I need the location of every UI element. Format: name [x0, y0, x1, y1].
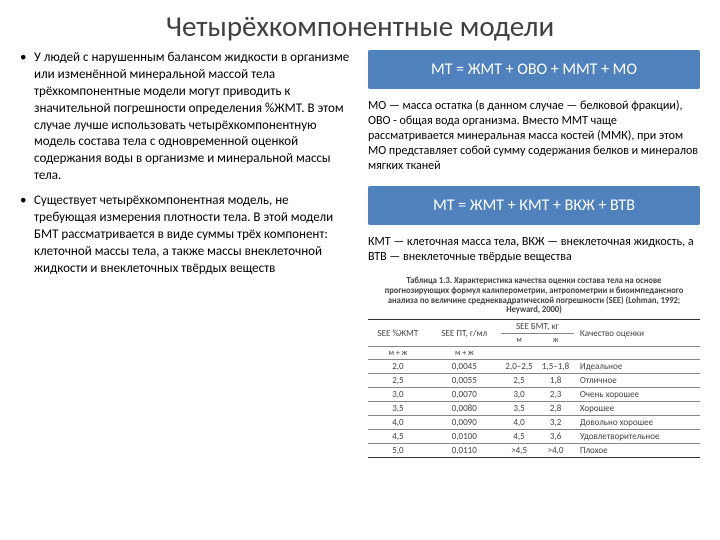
table-cell: 3,2: [537, 416, 574, 430]
table-cell: >4,0: [537, 444, 574, 458]
table-cell: 2,3: [537, 388, 574, 402]
table-cell: 1,5–1,8: [537, 360, 574, 374]
table-cell: 2,5: [501, 374, 538, 388]
table-row: 4,00,00904,03,2Довольно хорошее: [368, 416, 700, 430]
th-zh: ж: [537, 334, 574, 347]
bullet-item: У людей с нарушенным балансом жидкости в…: [34, 50, 350, 185]
table-wrap: Таблица 1.3. Характеристика качества оце…: [368, 277, 700, 458]
table-cell: 1,8: [537, 374, 574, 388]
table-cell: 3,0: [501, 388, 538, 402]
formula-desc-1: МО — масса остатка (в данном случае — бе…: [368, 99, 700, 174]
table-row: 3,00,00703,02,3Очень хорошее: [368, 388, 700, 402]
table-subhead-row-2: м + ж м + ж: [368, 347, 700, 360]
table-row: 2,00,00452,0–2,51,5–1,8Идеальное: [368, 360, 700, 374]
table-caption: Таблица 1.3. Характеристика качества оце…: [368, 277, 700, 316]
left-column: У людей с нарушенным балансом жидкости в…: [20, 50, 350, 458]
th-see-pct: SEE %ЖМТ: [368, 320, 428, 347]
table-cell: >4,5: [501, 444, 538, 458]
columns: У людей с нарушенным балансом жидкости в…: [20, 50, 700, 458]
table-cell: 0,0045: [428, 360, 501, 374]
table-cell: 4,5: [368, 430, 428, 444]
th-mpzh-2: м + ж: [428, 347, 501, 360]
table-cell: 3,5: [368, 402, 428, 416]
table-cell: 5,0: [368, 444, 428, 458]
th-m: м: [501, 334, 538, 347]
table-cell: Довольно хорошее: [574, 416, 700, 430]
table-row: 2,50,00552,51,8Отличное: [368, 374, 700, 388]
table-cell: 4,0: [501, 416, 538, 430]
table-cell: 0,0080: [428, 402, 501, 416]
table-cell: 3,6: [537, 430, 574, 444]
formula-desc-2: КМТ — клеточная масса тела, ВКЖ — внекле…: [368, 235, 700, 265]
table-cell: Плохое: [574, 444, 700, 458]
table-cell: Очень хорошее: [574, 388, 700, 402]
table-head-row: SEE %ЖМТ SEE ПТ, г/мл SEE БМТ, кг Качест…: [368, 320, 700, 334]
table-cell: 2,0–2,5: [501, 360, 538, 374]
th-see-bmt: SEE БМТ, кг: [501, 320, 574, 334]
formula-box-1: МТ = ЖМТ + ОВО + ММТ + МО: [368, 50, 700, 89]
table-cell: 0,0090: [428, 416, 501, 430]
table-cell: 3,0: [368, 388, 428, 402]
table-row: 3,50,00803,52,8Хорошее: [368, 402, 700, 416]
bullet-item: Существует четырёхкомпонентная модель, н…: [34, 193, 350, 277]
table-cell: Хорошее: [574, 402, 700, 416]
table-body: 2,00,00452,0–2,51,5–1,8Идеальное2,50,005…: [368, 360, 700, 458]
table-cell: Идеальное: [574, 360, 700, 374]
table-cell: 4,0: [368, 416, 428, 430]
table-row: 5,00,0110>4,5>4,0Плохое: [368, 444, 700, 458]
table-cell: 3,5: [501, 402, 538, 416]
table-cell: 4,5: [501, 430, 538, 444]
table-row: 4,50,01004,53,6Удовлетворительное: [368, 430, 700, 444]
table-cell: 0,0110: [428, 444, 501, 458]
th-mpzh-1: м + ж: [368, 347, 428, 360]
table-cell: Отличное: [574, 374, 700, 388]
table-cell: 2,0: [368, 360, 428, 374]
table-cell: 0,0055: [428, 374, 501, 388]
table-cell: 0,0100: [428, 430, 501, 444]
table-cell: 2,5: [368, 374, 428, 388]
table-cell: 0,0070: [428, 388, 501, 402]
formula-box-2: МТ = ЖМТ + КМТ + ВКЖ + ВТВ: [368, 186, 700, 225]
th-quality: Качество оценки: [574, 320, 700, 347]
bullet-list: У людей с нарушенным балансом жидкости в…: [20, 50, 350, 278]
slide-title: Четырёхкомпонентные модели: [20, 8, 700, 44]
th-see-pt: SEE ПТ, г/мл: [428, 320, 501, 347]
slide: Четырёхкомпонентные модели У людей с нар…: [0, 0, 720, 540]
right-column: МТ = ЖМТ + ОВО + ММТ + МО МО — масса ост…: [368, 50, 700, 458]
quality-table: SEE %ЖМТ SEE ПТ, г/мл SEE БМТ, кг Качест…: [368, 319, 700, 458]
table-cell: 2,8: [537, 402, 574, 416]
table-cell: Удовлетворительное: [574, 430, 700, 444]
